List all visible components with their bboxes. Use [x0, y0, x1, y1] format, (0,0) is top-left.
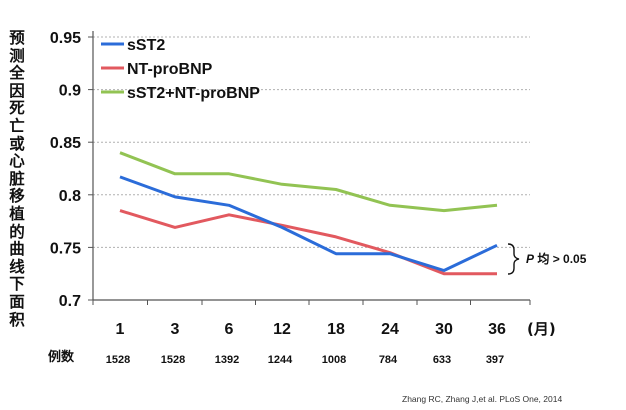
y-axis-label-char: 死 — [9, 99, 25, 118]
x-tick-label: 6 — [225, 321, 234, 338]
y-tick-label: 0.75 — [50, 240, 81, 257]
series-line-sst2-nt-probnp — [119, 151, 498, 213]
legend-label: NT-proBNP — [127, 61, 213, 78]
y-axis-label-char: 的 — [9, 222, 25, 241]
x-tick-label: 1 — [116, 321, 125, 338]
legend-label: sST2 — [127, 37, 165, 54]
legend-label: sST2+NT-proBNP — [127, 85, 260, 102]
y-axis-label-char: 面 — [9, 292, 25, 311]
y-tick-label: 0.95 — [50, 30, 81, 47]
x-tick-label: 36 — [488, 321, 506, 338]
y-axis-label-char: 测 — [9, 46, 25, 65]
y-axis-label-char: 植 — [9, 204, 25, 223]
p-value-text: P 均 > 0.05 — [526, 251, 587, 266]
x-tick-label: 18 — [327, 321, 345, 338]
patient-count: 1392 — [215, 354, 239, 366]
x-tick-label: 24 — [381, 321, 399, 338]
series-lines — [119, 151, 498, 276]
y-axis-label-char: 线 — [9, 257, 25, 276]
patient-count: 1528 — [161, 354, 185, 366]
y-axis-label-char: 因 — [9, 81, 25, 100]
patient-counts-row: 例数 1528 1528 1392 1244 1008 784 633 397 — [48, 349, 504, 366]
patient-count: 1008 — [322, 354, 346, 366]
p-symbol: P — [526, 252, 535, 266]
y-axis-label-char: 下 — [9, 275, 25, 294]
y-axis-label-char: 或 — [9, 134, 25, 153]
p-value-bracket — [507, 243, 520, 275]
patient-count: 784 — [379, 354, 398, 366]
y-axis-label: 预测全因死亡或心脏移植的曲线下面积 — [6, 29, 28, 329]
p-value-desc: 均 > 0.05 — [537, 251, 586, 266]
x-tick-label: 30 — [435, 321, 453, 338]
y-axis-label-char: 曲 — [9, 240, 25, 259]
series-line-sst2 — [119, 175, 498, 272]
y-tick-label: 0.9 — [59, 83, 81, 100]
y-axis-label-char: 脏 — [9, 169, 25, 188]
axes: 0.95 0.9 0.85 0.8 0.75 0.7 — [50, 30, 531, 310]
patient-count: 633 — [433, 354, 451, 366]
x-tick-label: 12 — [273, 321, 291, 338]
y-axis-label-char: 亡 — [9, 116, 25, 135]
y-axis-label-char: 预 — [9, 29, 25, 47]
y-tick-label: 0.7 — [59, 293, 81, 310]
y-axis-label-char: 全 — [9, 64, 25, 83]
patient-count: 1528 — [106, 354, 130, 366]
patient-count: 397 — [486, 354, 504, 366]
citation: Zhang RC, Zhang J,et al. PLoS One, 2014 — [402, 394, 562, 404]
y-tick-label: 0.85 — [50, 135, 81, 152]
y-axis-label-char: 移 — [9, 187, 25, 206]
x-tick-label: 3 — [171, 321, 180, 338]
x-tick-labels: 1 3 6 12 18 24 30 36 (月) — [116, 320, 556, 338]
y-axis-label-char: 积 — [9, 310, 25, 329]
series-line-nt-probnp — [119, 209, 497, 276]
counts-row-label: 例数 — [48, 349, 75, 365]
patient-count: 1244 — [268, 354, 293, 366]
y-tick-label: 0.8 — [59, 188, 81, 205]
p-value-annotation: P 均 > 0.05 — [507, 243, 587, 275]
x-axis-unit: (月) — [527, 320, 556, 338]
y-axis-label-char: 心 — [9, 152, 25, 171]
legend: sST2 NT-proBNP sST2+NT-proBNP — [101, 37, 260, 102]
